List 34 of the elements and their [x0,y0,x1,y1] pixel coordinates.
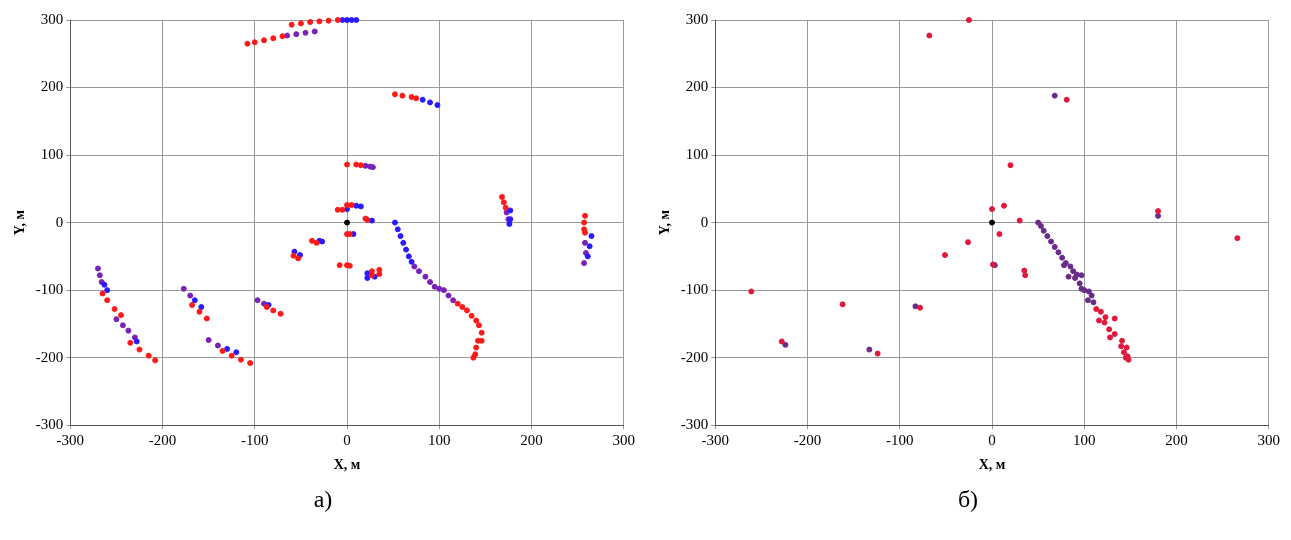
x-tick-label: 200 [520,432,543,449]
x-axis-title: X, м [333,457,361,473]
x-tick-label: 300 [1257,432,1280,449]
y-tick-label: 0 [55,213,64,230]
x-tick-label: -200 [148,432,177,449]
y-tick-label: 200 [40,78,64,95]
text: а) [312,486,334,513]
y-tick-label: -300 [680,416,709,433]
y-axis-title: Y, м [12,209,28,236]
x-tick-label: -200 [793,432,822,449]
y-tick-label: 300 [685,10,709,27]
x-tick-label: 100 [428,432,451,449]
y-tick-label: -100 [680,281,709,298]
x-tick-label: 200 [1165,432,1188,449]
y-axis-title: Y, м [657,209,673,236]
x-tick-label: -100 [241,432,269,449]
x-tick-label: 0 [343,432,351,449]
y-tick-label: 0 [700,213,709,230]
text: б) [956,486,980,513]
y-tick-label: 200 [685,78,709,95]
y-tick-label: -100 [35,281,64,298]
x-tick-label: -300 [56,432,85,449]
x-axis-title: X, м [978,457,1006,473]
y-tick-label: 100 [685,146,709,162]
x-tick-label: 0 [988,432,996,449]
y-tick-label: -300 [35,416,64,433]
x-tick-label: 300 [612,432,635,449]
y-tick-label: -200 [35,348,64,365]
x-tick-label: -100 [886,432,914,449]
y-tick-label: -200 [680,348,709,365]
y-tick-label: 300 [40,10,64,27]
y-tick-label: 100 [40,146,64,162]
x-tick-label: 100 [1073,432,1096,449]
x-tick-label: -300 [701,432,730,449]
